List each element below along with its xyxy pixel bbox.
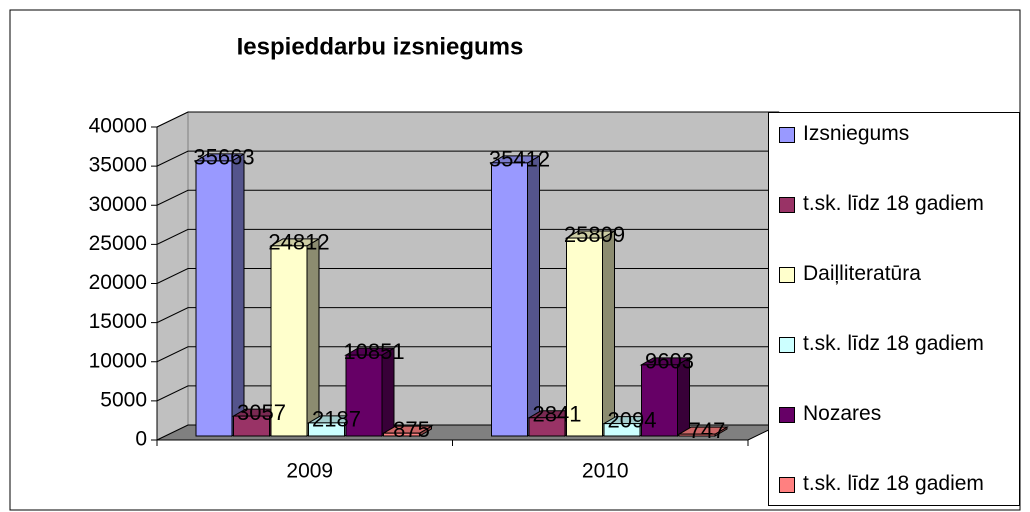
- legend-swatch: [779, 197, 795, 213]
- bar-side: [602, 230, 615, 437]
- bar: [491, 162, 528, 437]
- grid-line: [156, 228, 779, 245]
- legend-label: t.sk. līdz 18 gadiem: [803, 332, 984, 355]
- data-label: 24812: [268, 230, 329, 255]
- bar: [678, 433, 716, 437]
- y-tick-label: 15000: [89, 310, 147, 333]
- grid-line: [156, 150, 779, 167]
- y-tick-label: 25000: [89, 232, 147, 255]
- legend-label: Nozares: [803, 402, 882, 425]
- data-label: 9603: [645, 349, 694, 374]
- bar: [566, 237, 603, 437]
- data-label: 2187: [312, 407, 361, 432]
- legend-swatch: [779, 477, 795, 493]
- legend-item: Izsniegums: [775, 121, 1013, 147]
- y-tick-label: 0: [135, 428, 147, 451]
- legend-swatch: [779, 407, 795, 423]
- grid-line: [156, 189, 779, 206]
- legend-swatch: [779, 267, 795, 283]
- bar: [528, 417, 566, 437]
- data-label: 35663: [193, 145, 254, 170]
- legend-label: t.sk. līdz 18 gadiem: [803, 472, 984, 495]
- bar: [383, 432, 420, 437]
- legend-item: t.sk. līdz 18 gadiem: [775, 331, 1013, 357]
- data-label: 747: [689, 418, 726, 443]
- data-label: 10851: [343, 339, 404, 364]
- legend-label: t.sk. līdz 18 gadiem: [803, 192, 984, 215]
- legend: Izsniegums t.sk. līdz 18 gadiem Daiļlitera…: [768, 112, 1020, 506]
- data-label: 3057: [237, 400, 286, 425]
- bar-side: [231, 153, 245, 437]
- legend-item: t.sk. līdz 18 gadiem: [775, 191, 1013, 217]
- bar: [233, 415, 270, 437]
- legend-item: Daiļliteratūra: [775, 261, 1013, 287]
- grid-line: [156, 111, 779, 128]
- bar-side: [527, 155, 540, 437]
- y-tick-label: 5000: [100, 388, 147, 411]
- y-tick-label: 30000: [89, 193, 147, 216]
- data-label: 2841: [533, 402, 582, 427]
- x-tick-label: 2010: [582, 460, 629, 483]
- legend-swatch: [779, 127, 795, 143]
- legend-label: Daiļliteratūra: [803, 262, 921, 285]
- y-tick-label: 10000: [89, 349, 147, 372]
- bar: [603, 423, 641, 437]
- legend-item: Nozares: [775, 401, 1013, 427]
- bar: [641, 364, 678, 437]
- data-label: 25809: [564, 222, 625, 247]
- legend-label: Izsniegums: [803, 122, 910, 145]
- x-tick-label: 2009: [286, 460, 333, 483]
- data-label: 35412: [489, 147, 550, 172]
- y-tick-label: 40000: [89, 115, 147, 138]
- data-label: 2094: [608, 407, 657, 432]
- bar: [195, 160, 233, 437]
- bar: [308, 422, 345, 437]
- chart-title: Iespieddarbu izsniegums: [237, 33, 524, 60]
- bar: [345, 354, 383, 437]
- data-label: 875: [393, 417, 430, 442]
- legend-item: t.sk. līdz 18 gadiem: [775, 471, 1013, 497]
- y-tick-label: 35000: [89, 154, 147, 177]
- y-tick-label: 20000: [89, 271, 147, 294]
- legend-swatch: [779, 337, 795, 353]
- bar: [270, 245, 308, 437]
